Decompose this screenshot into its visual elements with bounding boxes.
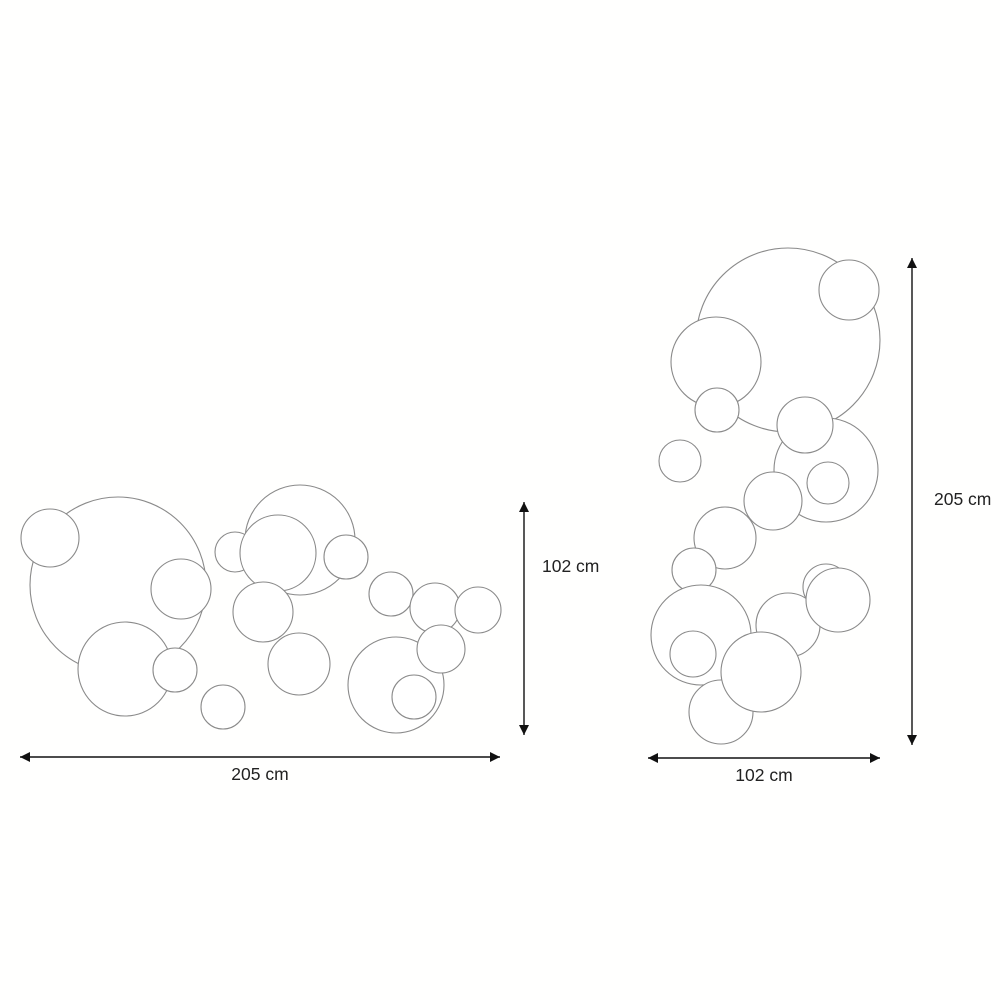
svg-text:205 cm: 205 cm [934, 489, 991, 509]
svg-text:205 cm: 205 cm [231, 764, 288, 784]
svg-text:102 cm: 102 cm [542, 556, 599, 576]
svg-text:102 cm: 102 cm [735, 765, 792, 785]
